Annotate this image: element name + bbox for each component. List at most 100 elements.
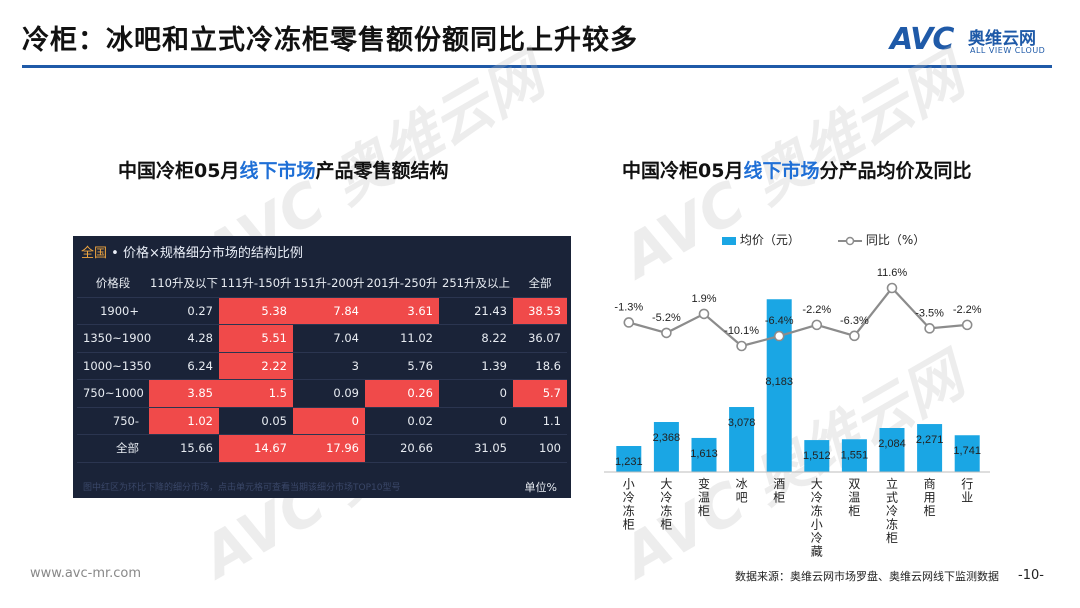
table-row-label: 750- — [77, 407, 149, 435]
yoy-point — [924, 323, 935, 334]
legend-line-swatch — [838, 236, 862, 245]
table-cell[interactable]: 0.26 — [365, 379, 439, 408]
table-header-cell: 价格段 — [77, 270, 149, 298]
bar — [917, 424, 943, 472]
data-source: 数据来源：奥维云网市场罗盘、奥维云网线下监测数据 — [735, 570, 999, 583]
bar-value-label: 2,271 — [916, 434, 944, 446]
table-cell[interactable]: 0 — [439, 407, 513, 435]
table-cell[interactable]: 0 — [439, 379, 513, 408]
table-cell[interactable]: 0 — [293, 407, 365, 435]
table-cell[interactable]: 0.09 — [293, 379, 365, 408]
table-cell[interactable]: 1.1 — [513, 407, 567, 435]
table-cell[interactable]: 0.27 — [149, 297, 219, 325]
bar — [879, 428, 905, 472]
table-cell[interactable]: 15.66 — [149, 434, 219, 463]
table-cell[interactable]: 21.43 — [439, 297, 513, 325]
table-cell[interactable]: 3.85 — [149, 379, 219, 408]
bar — [841, 439, 867, 472]
yoy-value-label: -5.2% — [652, 312, 681, 324]
bar-value-label: 8,183 — [765, 376, 793, 388]
table-row-label: 1350~1900 — [77, 324, 151, 353]
table-cell[interactable]: 100 — [513, 434, 567, 463]
yoy-value-label: 11.6% — [877, 267, 908, 279]
table-cell[interactable]: 4.28 — [149, 324, 219, 353]
yoy-point — [811, 319, 823, 331]
yoy-point — [849, 330, 860, 342]
table-cell[interactable]: 0.02 — [365, 407, 439, 435]
yoy-point — [773, 330, 785, 342]
yoy-value-label: -6.4% — [765, 315, 794, 327]
table-cell[interactable]: 5.7 — [513, 379, 567, 408]
yoy-value-label: -2.2% — [802, 304, 831, 316]
bar-value-label: 1,231 — [615, 456, 643, 468]
yoy-point — [736, 340, 747, 352]
bar — [766, 299, 792, 472]
table-cell[interactable]: 5.38 — [219, 297, 293, 325]
bar — [804, 440, 830, 472]
yoy-point — [886, 282, 898, 294]
structure-table: 价格段 110升及以下 111升-150升 151升-200升 201升-250升 251… — [77, 270, 567, 463]
yoy-line — [628, 286, 968, 348]
legend-bar-swatch — [722, 236, 736, 245]
table-header-cell: 151升-200升 — [293, 270, 365, 298]
table-row-label: 1000~1350 — [77, 352, 151, 380]
table-cell[interactable]: 38.53 — [513, 297, 567, 325]
table-cell[interactable]: 1.02 — [149, 407, 219, 435]
table-cell[interactable]: 18.6 — [513, 352, 567, 380]
table-cell[interactable]: 17.96 — [293, 434, 365, 463]
page-number: -10- — [1018, 568, 1044, 583]
table-row: 1350~1900 4.28 5.51 7.04 11.02 8.22 36.07 — [77, 324, 567, 353]
table-header-cell: 110升及以下 — [149, 270, 219, 298]
table-cell[interactable]: 1.39 — [439, 352, 513, 380]
avg-price-chart: 1,231 2,368 1,613 3,078 8,183 1,512 1,551 2,084… — [604, 267, 990, 559]
bar — [729, 407, 755, 472]
logo-text: AVC — [890, 22, 954, 57]
bar — [616, 446, 642, 472]
yoy-value-label: -2.2% — [953, 304, 982, 316]
table-cell[interactable]: 5.76 — [365, 352, 439, 380]
category-label: 冰吧 — [736, 477, 748, 505]
table-cell[interactable]: 0.05 — [219, 407, 293, 435]
table-row-label: 全部 — [77, 434, 149, 463]
table-cell[interactable]: 20.66 — [365, 434, 439, 463]
page-title: 冷柜：冰吧和立式冷冻柜零售额份额同比上升较多 — [22, 25, 638, 56]
bar-value-label: 1,551 — [841, 449, 869, 461]
table-row: 全部 15.66 14.67 17.96 20.66 31.05 100 — [77, 434, 567, 463]
logo-cn-text: 奥维云网 — [968, 29, 1036, 49]
table-cell[interactable]: 7.04 — [293, 324, 365, 353]
table-cell[interactable]: 1.5 — [219, 379, 293, 408]
yoy-value-label: -1.3% — [614, 301, 643, 313]
price-size-table-panel: 全国 • 价格×规格细分市场的结构比例 价格段 110升及以下 111升-150升 1… — [73, 236, 571, 498]
table-cell[interactable]: 3.61 — [365, 297, 439, 325]
table-header-cell: 251升及以上 — [439, 270, 513, 298]
table-cell[interactable]: 6.24 — [149, 352, 219, 380]
category-label: 大冷冻柜 — [660, 477, 672, 532]
bar-value-label: 1,741 — [953, 445, 981, 457]
table-cell[interactable]: 2.22 — [219, 352, 293, 380]
bar-value-label: 1,613 — [690, 448, 718, 460]
bar-value-label: 1,512 — [803, 450, 831, 462]
table-cell[interactable]: 31.05 — [439, 434, 513, 463]
table-header-cell: 全部 — [513, 270, 567, 298]
bar — [653, 422, 679, 472]
table-cell[interactable]: 36.07 — [513, 324, 567, 353]
bar-value-label: 2,368 — [653, 432, 681, 444]
logo-en-text: ALL VIEW CLOUD — [970, 46, 1046, 55]
legend-line: 同比（%） — [838, 231, 925, 248]
yoy-point — [698, 308, 710, 320]
table-cell[interactable]: 8.22 — [439, 324, 513, 353]
legend-bar: 均价（元） — [722, 231, 800, 248]
table-row-label: 750~1000 — [77, 379, 149, 408]
table-cell[interactable]: 11.02 — [365, 324, 439, 353]
table-row-label: 1900+ — [77, 297, 149, 325]
category-label: 双温柜 — [848, 477, 860, 518]
yoy-point — [961, 319, 973, 331]
table-cell[interactable]: 14.67 — [219, 434, 293, 463]
legend-bar-label: 均价（元） — [739, 233, 800, 247]
table-cell[interactable]: 7.84 — [293, 297, 365, 325]
legend-line-label: 同比（%） — [865, 233, 926, 247]
website: www.avc-mr.com — [30, 566, 142, 581]
table-cell[interactable]: 5.51 — [219, 324, 293, 353]
category-label: 变温柜 — [698, 476, 710, 518]
table-cell[interactable]: 3 — [293, 352, 365, 380]
